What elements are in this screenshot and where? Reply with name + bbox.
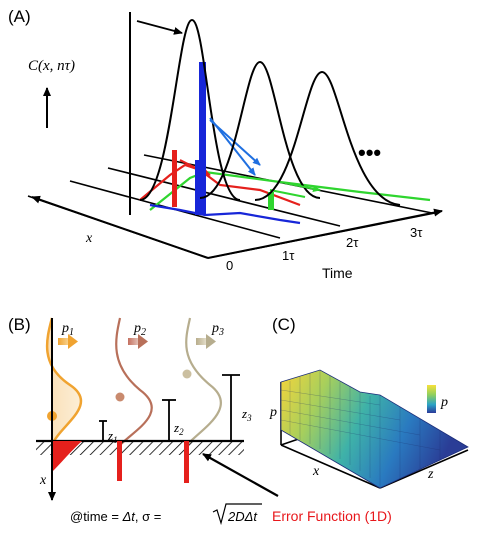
sqrt-sign <box>212 503 262 526</box>
tick-3: 3τ <box>410 225 423 240</box>
surface <box>280 369 469 489</box>
x-axis-arrow <box>31 195 209 259</box>
z1-marker <box>99 420 107 440</box>
surface-mesh <box>280 371 441 488</box>
z1-label: z1 <box>107 428 118 445</box>
blue-peak <box>199 62 206 215</box>
error-function-arrow <box>202 453 279 497</box>
sqrt-argument: 2DΔt <box>227 509 258 524</box>
gaussian-t1 <box>199 60 321 199</box>
x-axis-label: x <box>85 231 93 246</box>
time-axis-arrow <box>207 208 443 259</box>
panel-a-label: (A) <box>8 7 31 26</box>
tick-2: 2τ <box>346 235 359 250</box>
particle-3 <box>182 369 192 379</box>
gaussian-t0 <box>139 18 241 201</box>
z3-label: z3 <box>241 406 252 423</box>
p-axis-label: p <box>269 405 277 420</box>
p2-arrow <box>138 334 148 349</box>
colorbar-label: p <box>440 395 448 410</box>
red-region-3 <box>184 441 189 483</box>
panel-c-label: (C) <box>272 315 296 334</box>
p2-label: p2 <box>133 321 146 338</box>
z3-marker <box>222 374 240 440</box>
error-function-annotation: Error Function (1D) <box>272 508 392 524</box>
p1-arrow <box>68 334 78 349</box>
particle-2 <box>115 392 125 402</box>
hatched-ground <box>36 441 244 455</box>
panel-b: (B) p1 p2 p3 x <box>8 315 392 526</box>
p3-label: p3 <box>211 321 224 338</box>
z2-label: z2 <box>173 420 184 437</box>
z-axis-label: z <box>427 467 434 482</box>
panel-b-label: (B) <box>8 315 31 334</box>
p1-label: p1 <box>61 321 74 338</box>
z2-marker <box>162 399 176 440</box>
p3-arrow <box>206 334 216 349</box>
panel-a: (A) C(x, nτ) <box>8 7 443 281</box>
orange-curve <box>45 317 83 446</box>
panel-c: (C) <box>269 315 469 489</box>
time-axis-label: Time <box>322 265 353 281</box>
red-peak <box>172 150 177 207</box>
brown-curve <box>115 317 153 446</box>
red-region-2 <box>117 441 122 481</box>
concentration-axis-label: C(x, nτ) <box>28 58 75 74</box>
x-axis-label-c: x <box>312 464 320 479</box>
tick-1: 1τ <box>282 248 295 263</box>
blue-path <box>149 203 301 225</box>
colorbar <box>427 385 436 413</box>
depth-axis-label: x <box>39 473 47 488</box>
formula: @time = Δt, σ = <box>70 509 161 524</box>
red-region-1 <box>52 441 82 472</box>
tan-curve <box>185 317 222 446</box>
green-peak <box>268 192 274 210</box>
tick-0: 0 <box>226 258 233 273</box>
gaussian-t2 <box>254 70 401 206</box>
ellipsis: ••• <box>358 140 381 165</box>
peak-pointer-arrow <box>136 20 183 35</box>
green-arrow <box>284 182 321 193</box>
